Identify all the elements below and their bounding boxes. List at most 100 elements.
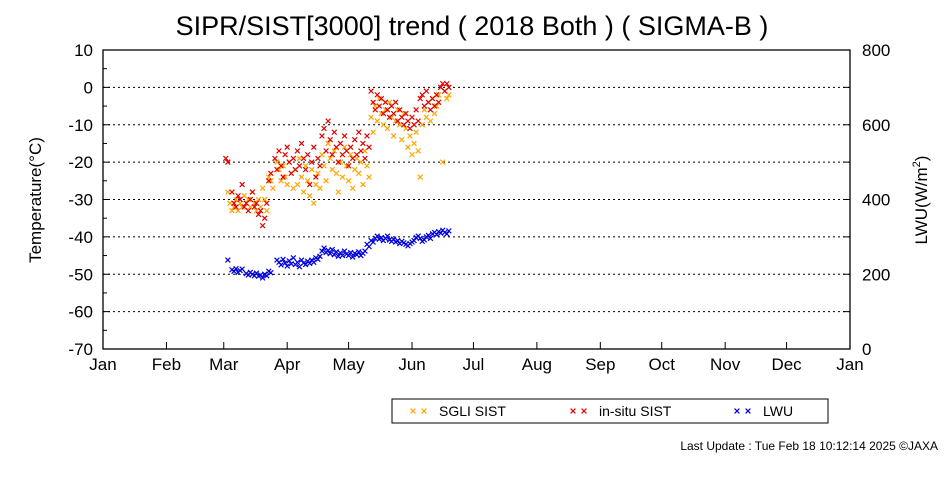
data-point (331, 129, 338, 136)
data-point (225, 159, 231, 165)
data-point (233, 265, 239, 272)
data-point (261, 196, 268, 203)
data-point (294, 259, 301, 266)
data-point (444, 95, 450, 102)
data-point (351, 136, 358, 143)
data-point (425, 232, 432, 239)
y-tick-label: -60 (68, 303, 93, 322)
data-point (353, 251, 360, 258)
data-point (333, 249, 340, 255)
data-point (229, 189, 235, 195)
data-point (349, 254, 356, 260)
y2-tick-label: 400 (862, 191, 890, 210)
data-point (427, 118, 434, 124)
data-point (284, 263, 291, 269)
data-point (280, 163, 286, 169)
x-tick-label: Jun (398, 355, 425, 374)
data-point (261, 215, 268, 222)
data-point (253, 270, 260, 276)
data-point (339, 174, 346, 180)
data-point (278, 262, 284, 268)
legend-label: LWU (763, 403, 793, 419)
data-point (358, 148, 364, 154)
x-tick-label: Sep (585, 355, 615, 374)
data-point (331, 148, 338, 154)
axis-tick-labels: 100-10-20-30-40-50-60-708006004002000Jan… (68, 41, 890, 374)
y-tick-label: -30 (68, 191, 93, 210)
data-point (333, 170, 340, 177)
legend: SGLI SIST in-situ SIST LWU (391, 398, 829, 424)
data-point (245, 207, 252, 214)
data-point (345, 163, 352, 169)
data-point (325, 140, 331, 147)
data-point (366, 144, 372, 150)
data-point (411, 140, 417, 147)
data-point (382, 106, 389, 113)
y-tick-label: -20 (68, 153, 93, 172)
data-point (302, 261, 309, 268)
legend-marker (421, 408, 427, 414)
data-point (374, 118, 381, 124)
legend-marker (734, 408, 740, 414)
plot-frame (102, 49, 851, 350)
data-marks (222, 80, 452, 281)
y2-axis-label: LWU(W/m2) (911, 156, 931, 245)
data-point (282, 151, 288, 158)
data-point (276, 148, 282, 154)
data-point (257, 207, 264, 214)
data-point (263, 200, 270, 207)
data-point (403, 110, 409, 117)
data-point (263, 272, 270, 279)
data-point (392, 99, 399, 106)
data-point (294, 148, 301, 154)
data-point (355, 249, 362, 255)
data-point (439, 80, 446, 87)
data-point (405, 144, 411, 150)
data-point (417, 235, 424, 242)
data-point (329, 151, 336, 158)
y2-tick-label: 600 (862, 116, 890, 135)
data-point (437, 230, 444, 236)
data-point (265, 177, 272, 184)
data-point (398, 136, 405, 143)
data-point (362, 155, 368, 162)
data-point (413, 106, 419, 113)
data-point (409, 114, 415, 121)
data-point (376, 95, 383, 102)
y-tick-label: -70 (68, 340, 93, 359)
data-point (349, 185, 356, 192)
data-point (225, 189, 231, 195)
data-point (255, 196, 262, 203)
data-point (249, 189, 256, 195)
grid (103, 86, 850, 313)
legend-label: in-situ SIST (599, 403, 672, 419)
y2-axis-label-superscript: 2 (911, 161, 923, 167)
data-point (355, 170, 362, 177)
series-in-situ-sist (222, 80, 452, 229)
series-lwu (225, 227, 452, 281)
data-point (433, 103, 440, 109)
data-point (323, 148, 329, 154)
data-point (267, 177, 274, 184)
data-point (386, 99, 393, 106)
data-point (270, 185, 276, 192)
data-point (306, 260, 313, 267)
data-point (231, 200, 237, 207)
data-point (239, 266, 245, 272)
data-point (255, 211, 262, 218)
data-point (376, 103, 383, 109)
data-point (370, 129, 376, 136)
data-point (306, 192, 313, 199)
data-point (417, 174, 424, 180)
data-point (222, 155, 229, 162)
y2-axis-label-main: LWU(W/m (912, 167, 931, 244)
data-point (237, 196, 243, 203)
data-point (304, 151, 311, 158)
data-point (294, 181, 301, 188)
data-point (446, 84, 452, 91)
data-point (444, 80, 450, 87)
data-point (317, 185, 323, 192)
data-point (433, 231, 440, 238)
data-point (370, 239, 376, 245)
